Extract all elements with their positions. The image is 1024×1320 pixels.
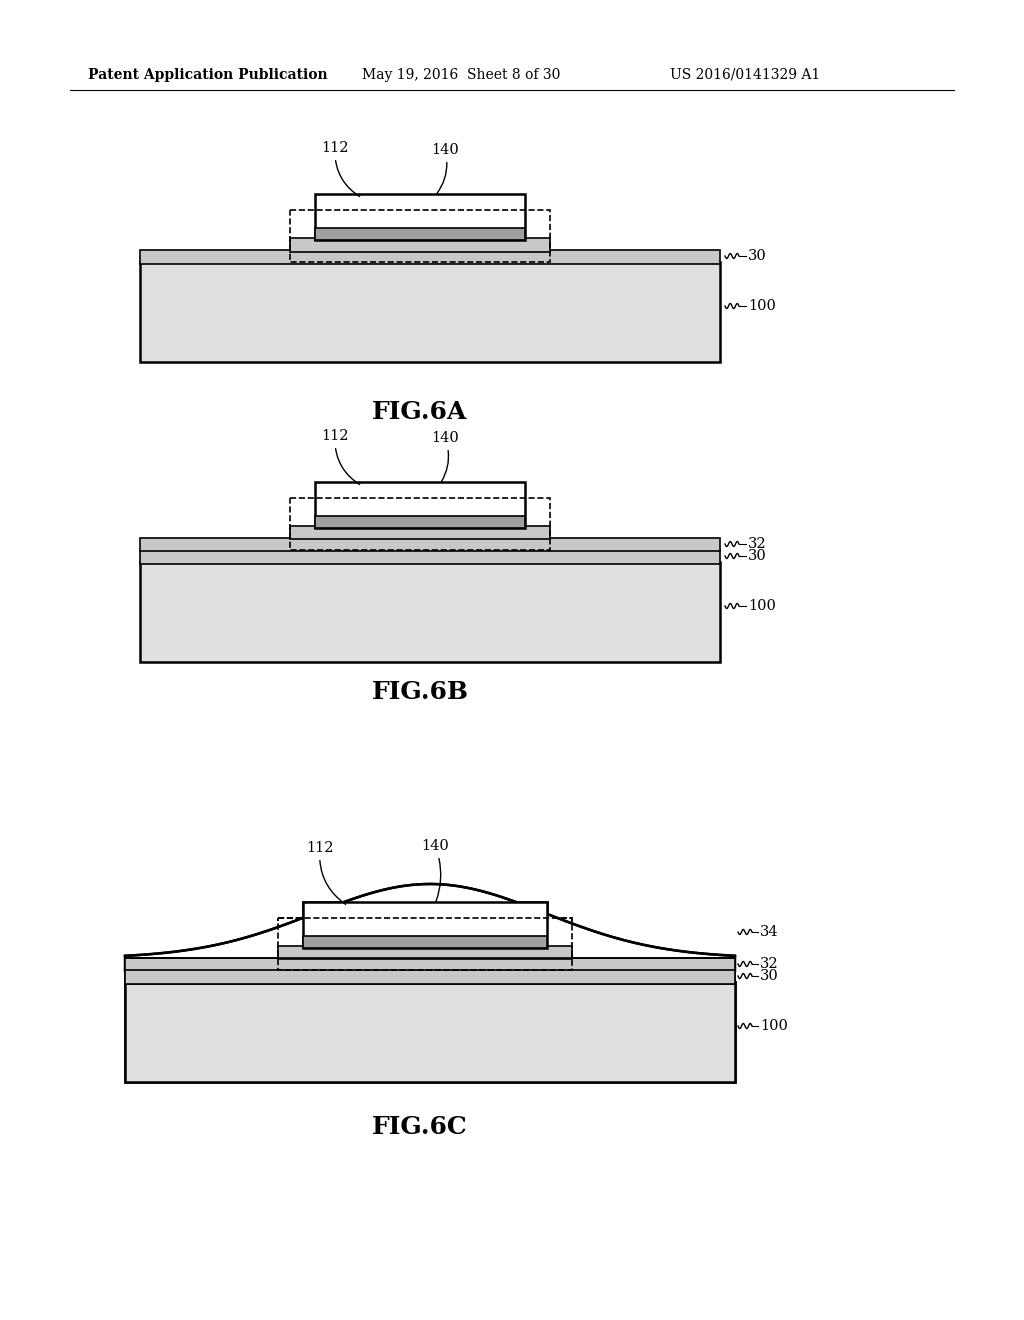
- Bar: [278, 946, 572, 960]
- Polygon shape: [125, 884, 735, 972]
- Bar: [140, 261, 720, 362]
- Bar: [315, 516, 525, 528]
- Text: 140: 140: [431, 432, 459, 482]
- Bar: [303, 936, 547, 948]
- Text: 30: 30: [748, 549, 767, 564]
- Bar: [290, 210, 550, 261]
- Text: 30: 30: [748, 249, 767, 263]
- Bar: [125, 958, 735, 972]
- Text: 34: 34: [760, 925, 778, 939]
- Text: 140: 140: [431, 143, 459, 194]
- Text: 112: 112: [322, 141, 359, 197]
- Bar: [290, 238, 550, 252]
- Bar: [125, 982, 735, 1082]
- Text: FIG.6B: FIG.6B: [372, 680, 469, 704]
- Bar: [140, 539, 720, 550]
- Bar: [140, 249, 720, 264]
- Text: 32: 32: [748, 537, 767, 550]
- Text: 112: 112: [306, 841, 346, 904]
- Text: May 19, 2016  Sheet 8 of 30: May 19, 2016 Sheet 8 of 30: [362, 69, 560, 82]
- Bar: [315, 482, 525, 528]
- Text: 32: 32: [760, 957, 778, 972]
- Text: US 2016/0141329 A1: US 2016/0141329 A1: [670, 69, 820, 82]
- Bar: [290, 498, 550, 550]
- Bar: [125, 958, 735, 972]
- Bar: [315, 228, 525, 240]
- Text: Patent Application Publication: Patent Application Publication: [88, 69, 328, 82]
- Bar: [315, 194, 525, 240]
- Text: 100: 100: [748, 599, 776, 612]
- Bar: [125, 970, 735, 983]
- Bar: [140, 550, 720, 564]
- Bar: [290, 525, 550, 539]
- Bar: [125, 982, 735, 1082]
- Bar: [303, 902, 547, 948]
- Bar: [125, 970, 735, 983]
- Text: 140: 140: [421, 840, 449, 902]
- Text: 30: 30: [760, 969, 778, 983]
- Text: FIG.6A: FIG.6A: [373, 400, 468, 424]
- Text: 100: 100: [760, 1019, 787, 1034]
- Bar: [278, 946, 572, 960]
- Text: FIG.6C: FIG.6C: [372, 1115, 468, 1139]
- Text: 100: 100: [748, 300, 776, 313]
- Bar: [140, 562, 720, 663]
- Bar: [278, 917, 572, 970]
- Bar: [278, 917, 572, 970]
- Bar: [303, 902, 547, 948]
- Bar: [303, 936, 547, 948]
- Text: 112: 112: [322, 429, 359, 484]
